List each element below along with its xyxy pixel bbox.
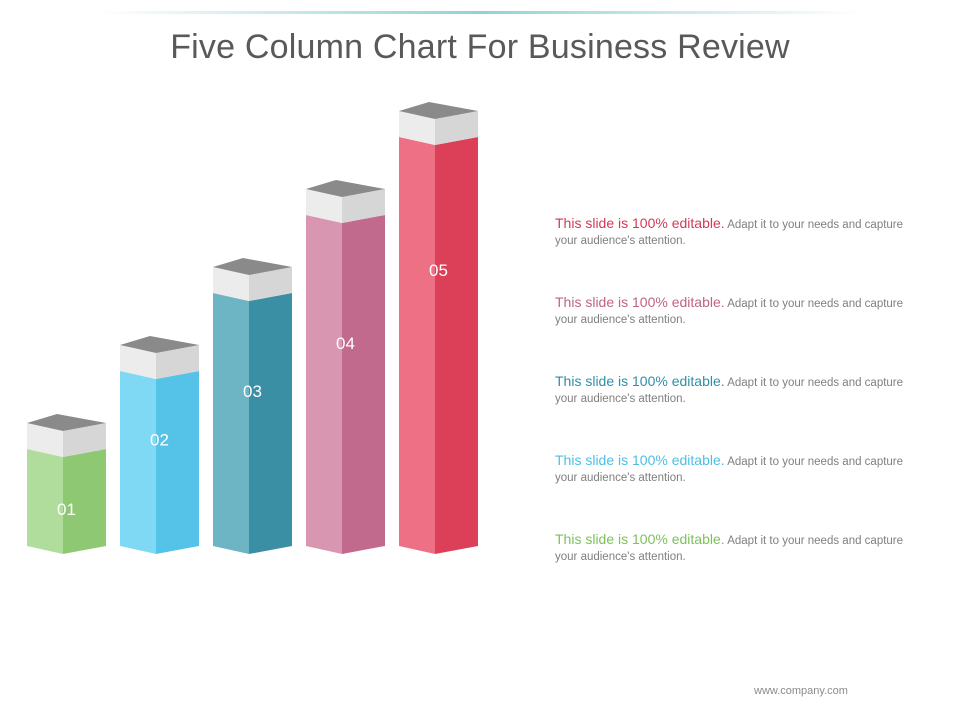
note-2-lead: This slide is 100% editable. bbox=[555, 294, 725, 310]
note-4: This slide is 100% editable. Adapt it to… bbox=[555, 452, 915, 486]
column-01-cap-left bbox=[27, 423, 63, 457]
column-label-03: 03 bbox=[243, 382, 262, 401]
column-03-cap-left bbox=[213, 267, 249, 301]
note-1-lead: This slide is 100% editable. bbox=[555, 215, 725, 231]
note-5-body: Adapt it to your needs and capture your … bbox=[555, 535, 904, 563]
note-4-lead: This slide is 100% editable. bbox=[555, 452, 725, 468]
column-02-cap-left bbox=[120, 345, 156, 379]
column-label-02: 02 bbox=[150, 431, 169, 450]
column-label-05: 05 bbox=[429, 261, 448, 280]
page-title: Five Column Chart For Business Review bbox=[170, 28, 790, 66]
column-05-cap-left bbox=[399, 111, 435, 145]
column-05-top bbox=[399, 102, 478, 119]
column-03-cap-right bbox=[249, 267, 292, 301]
note-5-lead: This slide is 100% editable. bbox=[555, 531, 725, 547]
column-01-right-face bbox=[63, 449, 106, 554]
column-03-right-face bbox=[249, 293, 292, 554]
note-4-body: Adapt it to your needs and capture your … bbox=[555, 456, 904, 484]
column-02-top bbox=[120, 336, 199, 353]
column-05-cap-right bbox=[435, 111, 478, 145]
column-label-01: 01 bbox=[57, 500, 76, 519]
column-02-right-face bbox=[156, 371, 199, 554]
note-1-body: Adapt it to your needs and capture your … bbox=[555, 219, 904, 247]
footer-url: www.company.com bbox=[754, 685, 848, 697]
column-01-top bbox=[27, 414, 106, 431]
note-2-body: Adapt it to your needs and capture your … bbox=[555, 298, 904, 326]
column-05-left-face bbox=[399, 137, 435, 554]
column-04-cap-right bbox=[342, 189, 385, 223]
column-01-cap-right bbox=[63, 423, 106, 457]
note-3-lead: This slide is 100% editable. bbox=[555, 373, 725, 389]
column-02-left-face bbox=[120, 371, 156, 554]
column-03-left-face bbox=[213, 293, 249, 554]
top-decorative-rule bbox=[100, 11, 860, 14]
note-2: This slide is 100% editable. Adapt it to… bbox=[555, 294, 915, 328]
column-03-top bbox=[213, 258, 292, 275]
column-04-right-face bbox=[342, 215, 385, 554]
column-04-top bbox=[306, 180, 385, 197]
column-05-right-face bbox=[435, 137, 478, 554]
column-label-04: 04 bbox=[336, 334, 355, 353]
note-1: This slide is 100% editable. Adapt it to… bbox=[555, 215, 915, 249]
note-5: This slide is 100% editable. Adapt it to… bbox=[555, 531, 915, 565]
column-04-cap-left bbox=[306, 189, 342, 223]
note-3-body: Adapt it to your needs and capture your … bbox=[555, 377, 904, 405]
column-04-left-face bbox=[306, 215, 342, 554]
column-01-left-face bbox=[27, 449, 63, 554]
column-02-cap-right bbox=[156, 345, 199, 379]
note-3: This slide is 100% editable. Adapt it to… bbox=[555, 373, 915, 407]
